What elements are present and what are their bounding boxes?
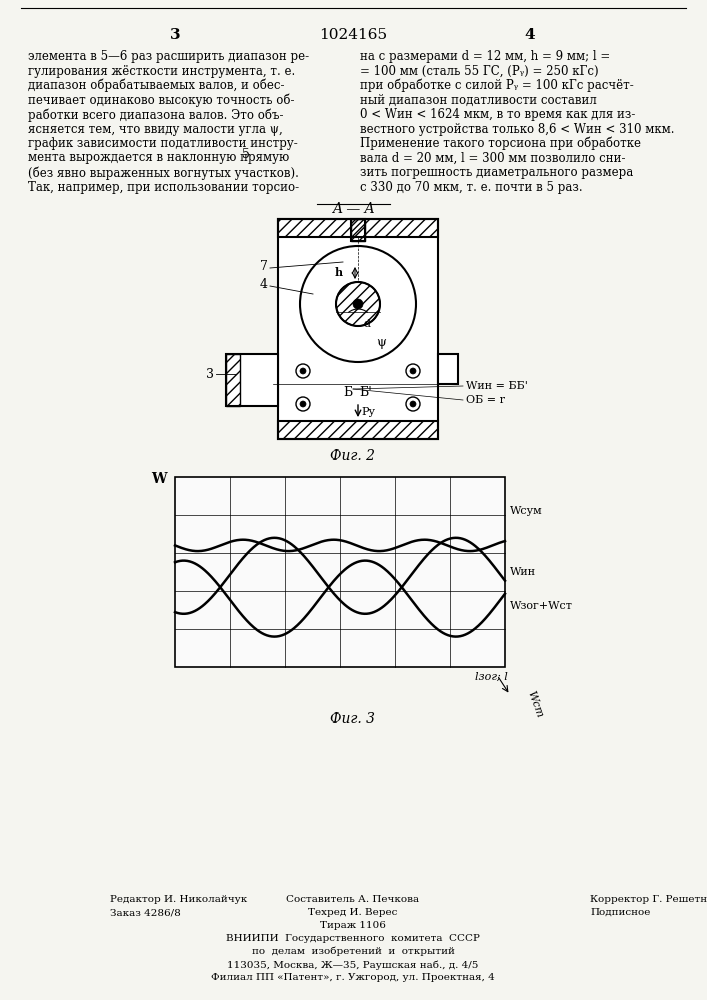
Bar (226, 354, 240, 406)
Text: h: h (335, 266, 343, 277)
Text: график зависимости податливости инстру-: график зависимости податливости инстру- (28, 137, 298, 150)
Text: 3: 3 (170, 28, 180, 42)
Circle shape (300, 246, 416, 362)
Text: элемента в 5—6 раз расширить диапазон ре-: элемента в 5—6 раз расширить диапазон ре… (28, 50, 309, 63)
Text: Wин: Wин (510, 567, 536, 577)
Text: Wин = ББ': Wин = ББ' (466, 381, 528, 391)
Text: W: W (151, 472, 167, 486)
Bar (351, 219, 365, 241)
Text: Фиг. 2: Фиг. 2 (330, 449, 375, 463)
Circle shape (406, 397, 420, 411)
Bar (278, 219, 438, 237)
Circle shape (300, 401, 306, 407)
Circle shape (296, 397, 310, 411)
Text: ный диапазон податливости составил: ный диапазон податливости составил (360, 94, 597, 106)
Bar (351, 219, 365, 241)
Text: 4: 4 (525, 28, 535, 42)
Text: 5: 5 (242, 148, 250, 161)
Bar (278, 421, 438, 439)
Text: Филиал ПП «Патент», г. Ужгород, ул. Проектная, 4: Филиал ПП «Патент», г. Ужгород, ул. Прое… (211, 973, 495, 982)
Bar (175, 477, 505, 667)
Text: печивает одинаково высокую точность об-: печивает одинаково высокую точность об- (28, 94, 295, 107)
Circle shape (410, 368, 416, 374)
Text: работки всего диапазона валов. Это объ-: работки всего диапазона валов. Это объ- (28, 108, 284, 121)
Text: Wст: Wст (525, 689, 544, 719)
Text: 113035, Москва, Ж—35, Раушская наб., д. 4/5: 113035, Москва, Ж—35, Раушская наб., д. … (228, 960, 479, 970)
Bar (278, 219, 438, 237)
Bar (278, 421, 438, 439)
Text: 1024165: 1024165 (319, 28, 387, 42)
Circle shape (300, 368, 306, 374)
Text: 4: 4 (260, 277, 268, 290)
Text: Техред И. Верес: Техред И. Верес (308, 908, 397, 917)
Bar (278, 219, 438, 439)
Text: A — A: A — A (332, 202, 374, 216)
Text: Wсум: Wсум (510, 506, 543, 516)
Text: зить погрешность диаметрального размера: зить погрешность диаметрального размера (360, 166, 633, 179)
Text: Фиг. 3: Фиг. 3 (330, 712, 375, 726)
Text: с 330 до 70 мкм, т. е. почти в 5 раз.: с 330 до 70 мкм, т. е. почти в 5 раз. (360, 180, 583, 194)
Text: Б': Б' (360, 386, 373, 399)
Text: Применение такого торсиона при обработке: Применение такого торсиона при обработке (360, 137, 641, 150)
Bar (226, 354, 278, 406)
Text: диапазон обрабатываемых валов, и обес-: диапазон обрабатываемых валов, и обес- (28, 79, 284, 93)
Text: ψ: ψ (376, 336, 386, 349)
Text: вестного устройства только 8,6 < Wин < 310 мкм.: вестного устройства только 8,6 < Wин < 3… (360, 122, 674, 135)
Circle shape (410, 401, 416, 407)
Text: (без явно выраженных вогнутых участков).: (без явно выраженных вогнутых участков). (28, 166, 299, 180)
Text: вала d = 20 мм, l = 300 мм позволило сни-: вала d = 20 мм, l = 300 мм позволило сни… (360, 151, 626, 164)
Text: Корректор Г. Решетник: Корректор Г. Решетник (590, 895, 707, 904)
Text: Тираж 1106: Тираж 1106 (320, 921, 386, 930)
Text: ясняется тем, что ввиду малости угла ψ,: ясняется тем, что ввиду малости угла ψ, (28, 122, 283, 135)
Bar (438, 354, 458, 384)
Text: Подписное: Подписное (590, 908, 650, 917)
Text: гулирования жёсткости инструмента, т. е.: гулирования жёсткости инструмента, т. е. (28, 64, 296, 78)
Text: Составитель А. Печкова: Составитель А. Печкова (286, 895, 419, 904)
Text: 0 < Wин < 1624 мкм, в то время как для из-: 0 < Wин < 1624 мкм, в то время как для и… (360, 108, 636, 121)
Text: Б: Б (344, 386, 353, 399)
Text: ВНИИПИ  Государственного  комитета  СССР: ВНИИПИ Государственного комитета СССР (226, 934, 480, 943)
Text: ОБ = r: ОБ = r (466, 395, 505, 405)
Text: = 100 мм (сталь 55 ГС, (Pᵧ) = 250 кГс): = 100 мм (сталь 55 ГС, (Pᵧ) = 250 кГс) (360, 64, 599, 78)
Circle shape (353, 299, 363, 309)
Text: на с размерами d = 12 мм, h = 9 мм; l =: на с размерами d = 12 мм, h = 9 мм; l = (360, 50, 610, 63)
Text: Заказ 4286/8: Заказ 4286/8 (110, 909, 181, 918)
Text: Wзог+Wст: Wзог+Wст (510, 601, 573, 611)
Text: 3: 3 (206, 367, 214, 380)
Text: мента вырождается в наклонную прямую: мента вырождается в наклонную прямую (28, 151, 289, 164)
Circle shape (406, 364, 420, 378)
Text: d: d (363, 319, 370, 329)
Text: при обработке с силой Pᵧ = 100 кГс расчёт-: при обработке с силой Pᵧ = 100 кГс расчё… (360, 79, 633, 93)
Text: Так, например, при использовании торсио-: Так, например, при использовании торсио- (28, 180, 299, 194)
Text: по  делам  изобретений  и  открытий: по делам изобретений и открытий (252, 947, 455, 956)
Text: 7: 7 (260, 259, 268, 272)
Circle shape (296, 364, 310, 378)
Text: Редактор И. Николайчук: Редактор И. Николайчук (110, 895, 247, 904)
Bar (226, 354, 240, 406)
Text: Pу: Pу (361, 407, 375, 417)
Text: lзог; l: lзог; l (475, 672, 508, 682)
